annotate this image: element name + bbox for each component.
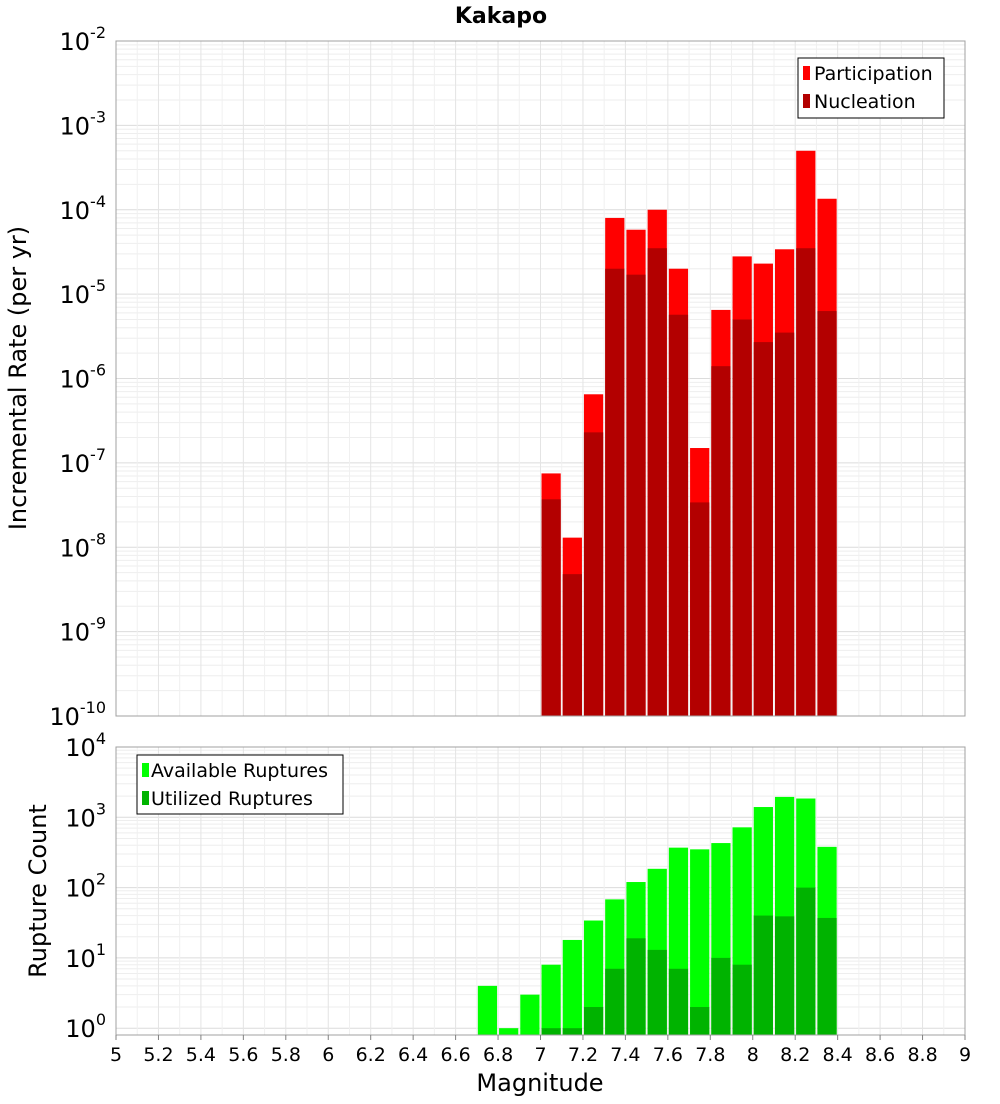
x-tick-label: 7.6 bbox=[653, 1044, 683, 1066]
bottom-bar-utilized-ruptures bbox=[711, 957, 731, 1035]
top-bar-nucleation bbox=[796, 248, 816, 717]
x-tick-label: 8.4 bbox=[823, 1044, 853, 1066]
top-bar-nucleation bbox=[668, 314, 689, 716]
top-bar-nucleation bbox=[690, 502, 710, 716]
x-tick-label: 5.6 bbox=[228, 1044, 258, 1066]
x-tick-label: 7.8 bbox=[695, 1044, 725, 1066]
bottom-y-tick-label: 101 bbox=[65, 940, 106, 973]
x-tick-label: 8.6 bbox=[865, 1044, 895, 1066]
x-tick-label: 5 bbox=[110, 1044, 122, 1066]
top-y-tick-label: 10-3 bbox=[60, 107, 107, 140]
bottom-y-axis-label: Rupture Count bbox=[24, 804, 52, 978]
x-tick-label: 8.2 bbox=[780, 1044, 810, 1066]
x-tick-label: 5.4 bbox=[186, 1044, 216, 1066]
bottom-bar-utilized-ruptures bbox=[626, 938, 646, 1035]
top-bar-nucleation bbox=[753, 342, 773, 716]
bottom-bar-utilized-ruptures bbox=[753, 915, 773, 1035]
top-y-axis-label: Incremental Rate (per yr) bbox=[4, 226, 32, 530]
top-y-tick-label: 10-9 bbox=[60, 614, 107, 647]
x-tick-label: 6 bbox=[322, 1044, 334, 1066]
x-tick-label: 5.8 bbox=[271, 1044, 301, 1066]
bottom-bar-available-ruptures bbox=[583, 920, 604, 1035]
bottom-legend-swatch bbox=[142, 791, 149, 805]
x-tick-label: 7.4 bbox=[610, 1044, 640, 1066]
x-axis-label: Magnitude bbox=[476, 1069, 603, 1097]
bottom-bar-utilized-ruptures bbox=[690, 1007, 710, 1035]
top-y-tick-label: 10-10 bbox=[49, 698, 106, 731]
bottom-bar-utilized-ruptures bbox=[541, 1028, 561, 1035]
top-y-tick-label: 10-4 bbox=[60, 192, 107, 225]
top-y-tick-label: 10-8 bbox=[60, 529, 107, 562]
x-tick-label: 8.8 bbox=[907, 1044, 937, 1066]
bottom-bar-utilized-ruptures bbox=[605, 968, 625, 1035]
top-bar-nucleation bbox=[605, 268, 625, 716]
chart-title: Kakapo bbox=[455, 4, 547, 29]
bottom-bar-utilized-ruptures bbox=[668, 968, 689, 1035]
x-tick-label: 6.6 bbox=[440, 1044, 470, 1066]
top-legend-label: Participation bbox=[814, 63, 933, 85]
bottom-bar-utilized-ruptures bbox=[774, 916, 795, 1035]
bottom-y-tick-label: 100 bbox=[65, 1010, 106, 1043]
x-tick-label: 7 bbox=[534, 1044, 546, 1066]
x-tick-label: 6.4 bbox=[398, 1044, 428, 1066]
bottom-bar-available-ruptures bbox=[499, 1028, 519, 1035]
bottom-legend-swatch bbox=[142, 763, 149, 777]
top-legend-swatch bbox=[803, 94, 810, 108]
bottom-bar-available-ruptures bbox=[562, 939, 582, 1035]
top-bar-nucleation bbox=[583, 432, 604, 716]
top-bar-nucleation bbox=[774, 332, 795, 716]
top-bar-nucleation bbox=[711, 366, 731, 716]
top-plot-border bbox=[115, 40, 966, 717]
top-bar-nucleation bbox=[817, 311, 837, 716]
bottom-legend-label: Available Ruptures bbox=[151, 760, 328, 782]
bottom-bar-utilized-ruptures bbox=[796, 887, 816, 1035]
top-legend-box bbox=[797, 57, 945, 119]
top-y-tick-label: 10-5 bbox=[60, 276, 107, 309]
bottom-bar-utilized-ruptures bbox=[817, 917, 837, 1035]
top-y-tick-label: 10-7 bbox=[60, 445, 107, 478]
bottom-legend-box bbox=[136, 754, 344, 815]
bottom-y-tick-label: 102 bbox=[65, 870, 106, 903]
bottom-bar-available-ruptures bbox=[541, 964, 561, 1035]
x-tick-label: 7.2 bbox=[568, 1044, 598, 1066]
x-tick-label: 8 bbox=[747, 1044, 759, 1066]
x-tick-label: 9 bbox=[959, 1044, 971, 1066]
top-bar-nucleation bbox=[626, 274, 646, 716]
x-tick-label: 6.8 bbox=[483, 1044, 513, 1066]
top-bar-nucleation bbox=[562, 574, 582, 716]
bottom-bar-utilized-ruptures bbox=[583, 1007, 604, 1035]
top-legend-swatch bbox=[803, 66, 810, 80]
top-legend-label: Nucleation bbox=[814, 91, 916, 113]
x-tick-label: 5.2 bbox=[143, 1044, 173, 1066]
bottom-bar-utilized-ruptures bbox=[732, 964, 752, 1035]
x-tick-label: 6.2 bbox=[356, 1044, 386, 1066]
bottom-bar-available-ruptures bbox=[690, 849, 710, 1035]
top-legend: Participation Nucleation bbox=[797, 57, 945, 119]
top-y-tick-label: 10-6 bbox=[60, 361, 107, 394]
bottom-y-tick-label: 104 bbox=[65, 729, 106, 762]
bottom-bar-utilized-ruptures bbox=[647, 949, 667, 1035]
bottom-legend-label: Utilized Ruptures bbox=[151, 788, 313, 810]
top-bar-nucleation bbox=[647, 248, 667, 717]
bottom-legend: Available Ruptures Utilized Ruptures bbox=[136, 754, 344, 815]
top-y-tick-label: 10-2 bbox=[60, 23, 107, 56]
top-bar-nucleation bbox=[541, 499, 561, 716]
bottom-bar-utilized-ruptures bbox=[562, 1028, 582, 1035]
top-bar-nucleation bbox=[732, 319, 752, 716]
bottom-y-tick-label: 103 bbox=[65, 799, 106, 832]
bottom-bar-available-ruptures bbox=[520, 994, 540, 1035]
bottom-bar-available-ruptures bbox=[477, 985, 498, 1035]
